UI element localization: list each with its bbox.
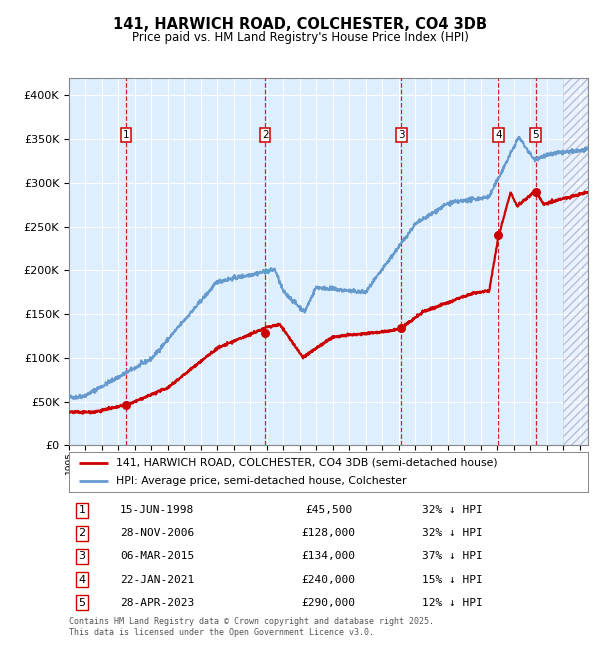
Text: HPI: Average price, semi-detached house, Colchester: HPI: Average price, semi-detached house,…: [116, 476, 406, 486]
Text: £134,000: £134,000: [302, 551, 355, 562]
Text: 06-MAR-2015: 06-MAR-2015: [120, 551, 194, 562]
Text: 4: 4: [495, 130, 502, 140]
Text: 32% ↓ HPI: 32% ↓ HPI: [422, 505, 482, 515]
Text: Price paid vs. HM Land Registry's House Price Index (HPI): Price paid vs. HM Land Registry's House …: [131, 31, 469, 44]
Text: 2: 2: [262, 130, 269, 140]
Text: 22-JAN-2021: 22-JAN-2021: [120, 575, 194, 584]
Bar: [563, 78, 588, 445]
Text: £128,000: £128,000: [302, 528, 355, 538]
Text: 32% ↓ HPI: 32% ↓ HPI: [422, 528, 482, 538]
Text: 4: 4: [79, 575, 86, 584]
Text: 28-APR-2023: 28-APR-2023: [120, 598, 194, 608]
Text: 12% ↓ HPI: 12% ↓ HPI: [422, 598, 482, 608]
Text: 141, HARWICH ROAD, COLCHESTER, CO4 3DB (semi-detached house): 141, HARWICH ROAD, COLCHESTER, CO4 3DB (…: [116, 458, 497, 467]
Text: 37% ↓ HPI: 37% ↓ HPI: [422, 551, 482, 562]
Text: 141, HARWICH ROAD, COLCHESTER, CO4 3DB: 141, HARWICH ROAD, COLCHESTER, CO4 3DB: [113, 17, 487, 32]
Text: Contains HM Land Registry data © Crown copyright and database right 2025.
This d: Contains HM Land Registry data © Crown c…: [69, 618, 434, 637]
Text: 5: 5: [79, 598, 85, 608]
Text: 2: 2: [79, 528, 86, 538]
Text: 1: 1: [79, 505, 85, 515]
Text: 5: 5: [532, 130, 539, 140]
Text: 28-NOV-2006: 28-NOV-2006: [120, 528, 194, 538]
Text: 3: 3: [79, 551, 85, 562]
Text: 1: 1: [122, 130, 129, 140]
Text: 15% ↓ HPI: 15% ↓ HPI: [422, 575, 482, 584]
Text: 15-JUN-1998: 15-JUN-1998: [120, 505, 194, 515]
Text: £45,500: £45,500: [305, 505, 352, 515]
Text: £290,000: £290,000: [302, 598, 355, 608]
Bar: [563, 78, 588, 445]
Text: £240,000: £240,000: [302, 575, 355, 584]
Text: 3: 3: [398, 130, 405, 140]
